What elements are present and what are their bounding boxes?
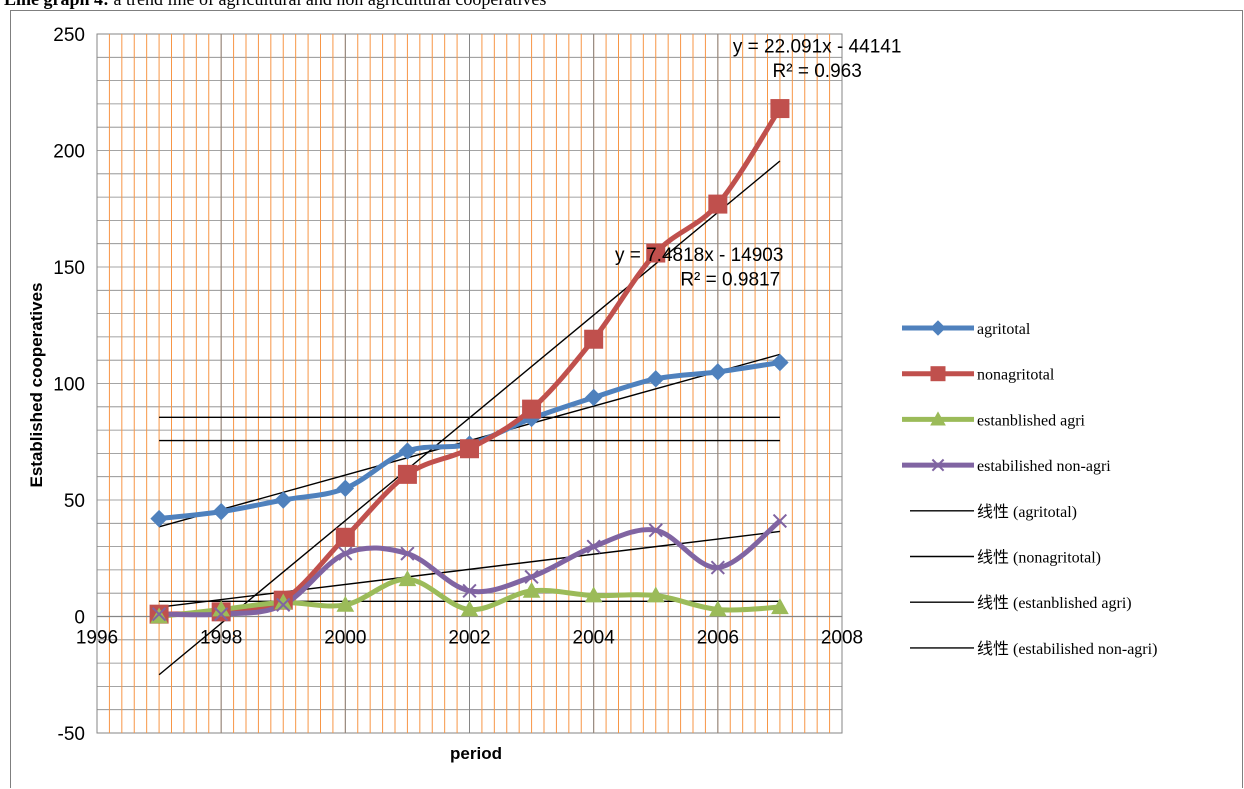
data-point-triangle — [584, 586, 603, 603]
data-point-square — [335, 527, 355, 547]
y-tick-label: 200 — [53, 142, 85, 163]
tick-labels: -50 0 50 100 150 200 250 1996 1998 2000 2002 2004 20… — [53, 25, 863, 745]
data-point-diamond — [584, 388, 603, 407]
x-tick-label: 1996 — [76, 628, 118, 649]
data-point-square — [770, 99, 790, 119]
x-stroke — [214, 607, 229, 622]
x-tick-label: 2002 — [448, 628, 490, 649]
data-point-diamond — [212, 502, 230, 521]
x-tick-label: 2006 — [697, 628, 739, 649]
x-stroke — [931, 458, 945, 472]
x-tick-label: 2000 — [324, 628, 366, 649]
trendline-equation: R² = 0.963 — [773, 61, 862, 82]
data-point-diamond — [274, 491, 292, 509]
x-tick-label: 2008 — [821, 628, 863, 649]
data-point-triangle — [708, 600, 727, 617]
chart-frame — [10, 10, 1243, 788]
data-point-x — [586, 539, 601, 554]
x-stroke — [772, 513, 788, 529]
legend-label: nonagritotal — [977, 367, 1055, 384]
data-point-triangle — [771, 598, 789, 615]
y-tick-label: 50 — [64, 491, 85, 512]
legend-label: 线性 (agritotal) — [977, 503, 1077, 521]
data-point-x — [214, 607, 229, 622]
data-point-x — [524, 569, 539, 584]
y-tick-label: 150 — [53, 258, 85, 279]
data-point-x — [462, 583, 477, 598]
x-stroke — [400, 546, 415, 561]
legend: agritotal nonagritotal estanblished agri es… — [902, 320, 1157, 658]
x-stroke — [151, 607, 167, 622]
data-point-x — [648, 523, 663, 538]
legend-label: estabilished non-agri — [977, 458, 1111, 475]
legend-label: estanblished agri — [977, 412, 1086, 429]
data-point-square — [522, 399, 542, 419]
data-point-x — [400, 546, 415, 561]
y-tick-label: 0 — [74, 608, 85, 629]
legend-label: 线性 (estanblished agri) — [977, 594, 1132, 612]
data-point-square — [584, 329, 604, 349]
data-point-triangle — [646, 586, 665, 603]
x-stroke — [462, 583, 477, 598]
data-point-diamond — [771, 353, 789, 372]
x-stroke — [586, 539, 601, 554]
data-point-x — [151, 607, 167, 622]
annotations: y = 22.091x - 44141 R² = 0.963 y = 7.4818x… — [615, 37, 901, 291]
series-markers — [149, 99, 790, 624]
data-point-diamond — [336, 479, 355, 498]
trendline-equation: y = 22.091x - 44141 — [733, 37, 902, 58]
y-tick-label: 250 — [53, 25, 85, 46]
data-point-triangle — [522, 581, 541, 598]
trendline-equation: y = 7.4818x - 14903 — [615, 245, 784, 266]
x-stroke — [276, 597, 291, 612]
x-tick-label: 1998 — [200, 628, 242, 649]
legend-label: 线性 (estabilished non-agri) — [977, 640, 1157, 658]
x-tick-label: 2004 — [573, 628, 616, 649]
y-tick-label: 100 — [53, 375, 85, 396]
caption-prefix: Line graph 4: — [4, 0, 109, 9]
legend-marker — [931, 458, 945, 472]
legend-marker — [930, 366, 946, 382]
x-stroke — [710, 560, 725, 575]
data-point-diamond — [647, 370, 665, 388]
y-axis-title: Established cooperatives — [27, 282, 46, 487]
trendline-equation: R² = 0.9817 — [680, 270, 780, 291]
figure-caption: Line graph 4: a trend line of agricultur… — [4, 0, 546, 10]
legend-marker — [930, 320, 946, 336]
x-axis-title: period — [450, 744, 502, 763]
data-point-diamond — [709, 363, 727, 381]
data-point-x — [772, 513, 788, 529]
data-point-square — [646, 243, 666, 263]
data-point-diamond — [398, 442, 417, 460]
data-point-x — [338, 546, 353, 561]
data-point-x — [276, 597, 291, 612]
y-tick-label: -50 — [58, 724, 85, 745]
data-point-triangle — [336, 595, 355, 612]
data-point-square — [460, 439, 479, 459]
data-point-triangle — [460, 600, 479, 617]
data-point-triangle — [398, 570, 417, 587]
x-stroke — [524, 569, 539, 584]
data-point-square — [397, 464, 417, 484]
legend-marker — [930, 411, 946, 426]
caption-text: a trend line of agricultural and non agr… — [109, 0, 547, 9]
x-stroke — [648, 523, 663, 538]
data-point-diamond — [150, 509, 168, 528]
legend-label: 线性 (nonagritotal) — [977, 549, 1101, 567]
x-stroke — [338, 546, 353, 561]
data-point-x — [710, 560, 725, 575]
data-point-square — [708, 194, 728, 214]
data-point-triangle — [212, 600, 231, 617]
legend-label: agritotal — [977, 321, 1031, 338]
